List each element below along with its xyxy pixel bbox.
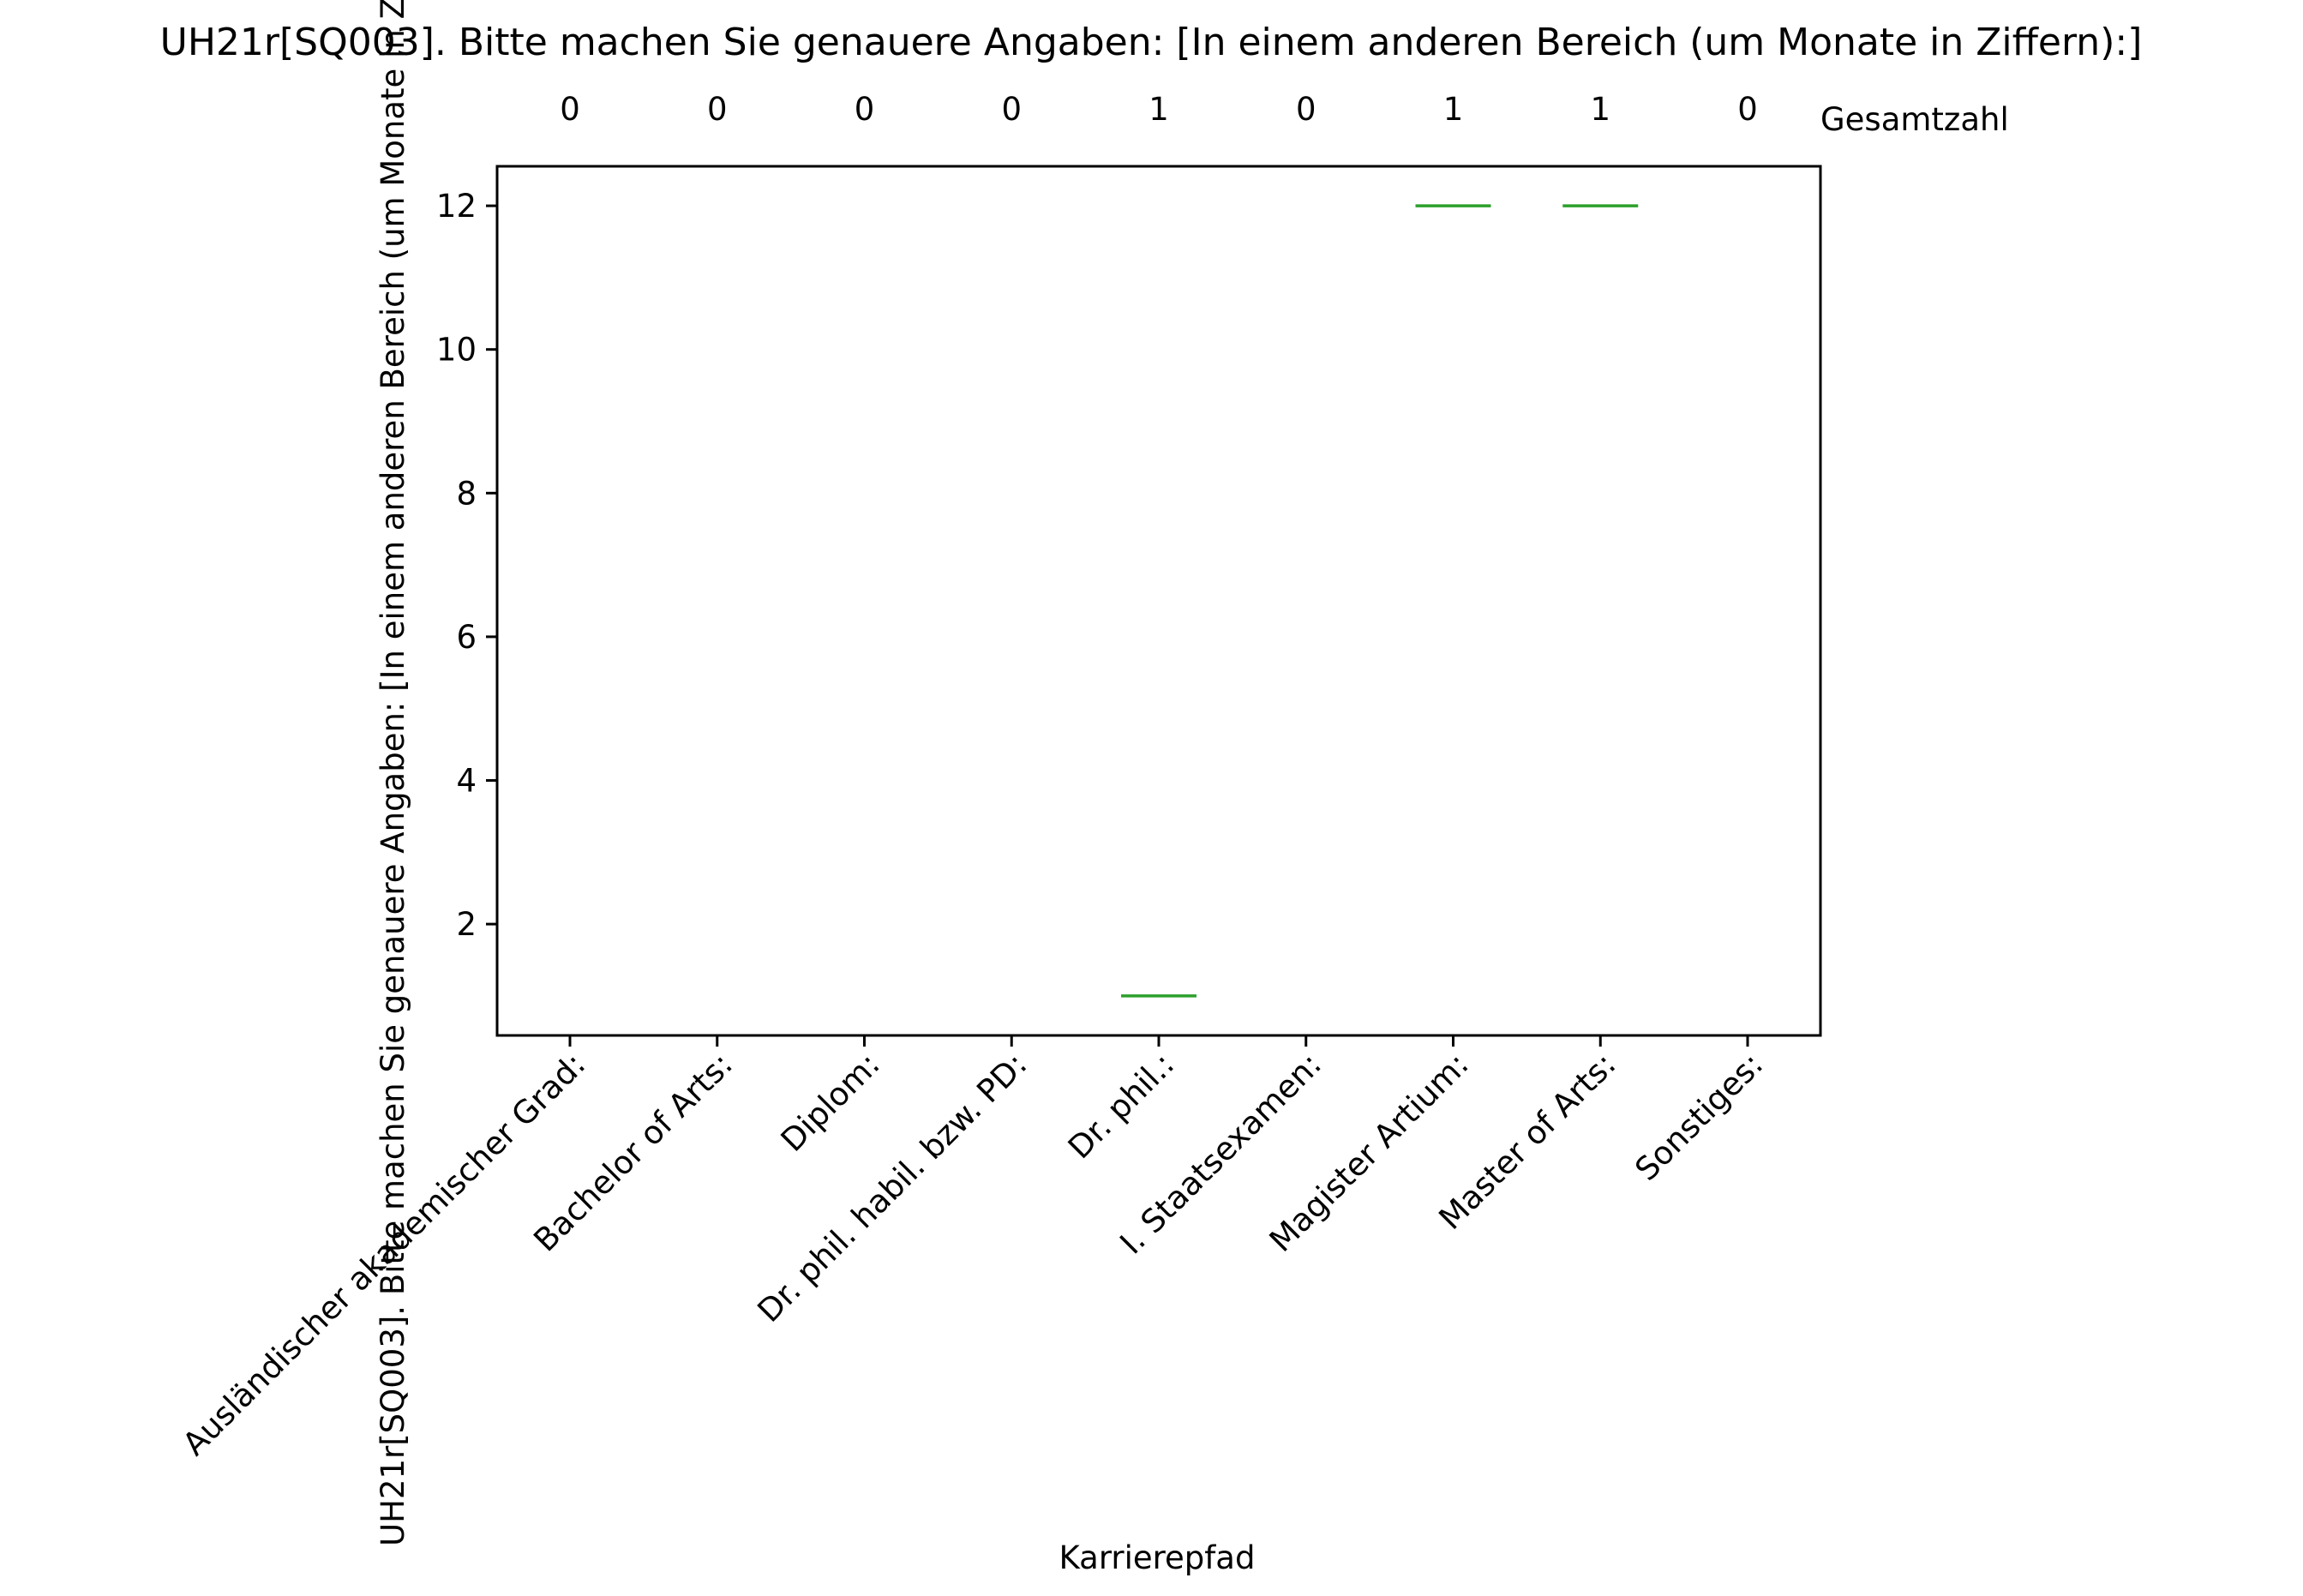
x-tick-label: Sonstiges:	[1628, 1046, 1770, 1188]
y-tick-label: 8	[456, 475, 477, 512]
count-row-label: Gesamtzahl	[1820, 101, 2009, 138]
x-axis-ticks: Ausländischer akademischer Grad:Bachelor…	[176, 1035, 1770, 1462]
y-tick-label: 4	[456, 763, 477, 800]
chart-title: UH21r[SQ003]. Bitte machen Sie genauere …	[160, 21, 2143, 64]
y-axis-ticks: 2 4 6 8 10 12	[436, 188, 497, 943]
plot-area-frame	[495, 165, 1822, 1037]
x-tick-label: Diplom:	[774, 1046, 887, 1159]
count-value: 0	[707, 91, 728, 128]
count-value: 1	[1443, 91, 1464, 128]
y-tick-label: 6	[456, 619, 477, 656]
count-value: 0	[855, 91, 875, 128]
y-tick-label: 12	[436, 188, 477, 225]
y-tick-label: 10	[436, 332, 477, 369]
x-tick-label: Dr. phil.:	[1061, 1046, 1181, 1166]
count-value: 0	[1737, 91, 1758, 128]
count-value: 0	[1001, 91, 1022, 128]
median-lines	[1121, 204, 1639, 998]
count-value: 1	[1590, 91, 1610, 128]
count-value: 0	[560, 91, 580, 128]
x-tick-label: Dr. phil. habil. bzw. PD:	[751, 1046, 1035, 1329]
count-value: 1	[1149, 91, 1169, 128]
x-axis-label: Karrierepfad	[1059, 1539, 1256, 1576]
y-axis-label: UH21r[SQ003]. Bitte machen Sie genauere …	[375, 0, 411, 1546]
y-tick-label: 2	[456, 906, 477, 943]
count-labels: 0 0 0 0 1 0 1 1 0	[560, 91, 1758, 128]
count-value: 0	[1296, 91, 1316, 128]
